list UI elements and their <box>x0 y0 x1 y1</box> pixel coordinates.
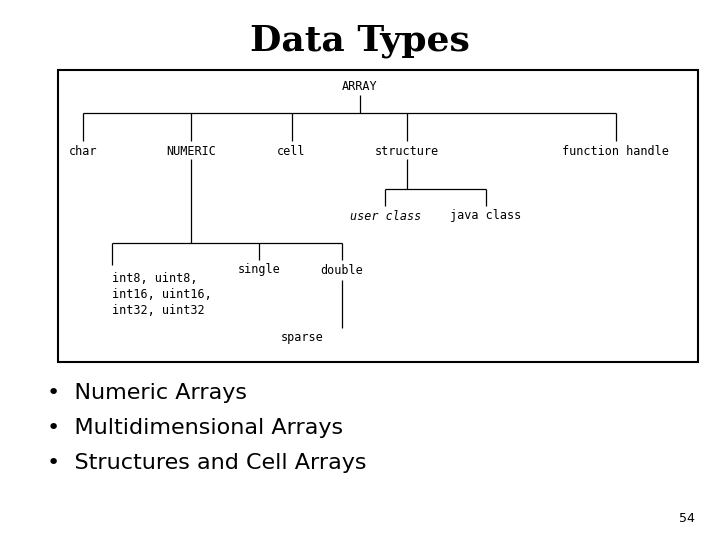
Text: char: char <box>68 145 97 158</box>
Text: user class: user class <box>350 210 420 222</box>
Text: structure: structure <box>374 145 439 158</box>
Text: 54: 54 <box>679 512 695 525</box>
FancyBboxPatch shape <box>58 70 698 362</box>
Text: double: double <box>320 264 364 276</box>
Text: NUMERIC: NUMERIC <box>166 145 216 158</box>
Text: java class: java class <box>451 210 521 222</box>
Text: single: single <box>238 264 281 276</box>
Text: •  Structures and Cell Arrays: • Structures and Cell Arrays <box>47 453 366 474</box>
Text: function handle: function handle <box>562 145 669 158</box>
Text: •  Numeric Arrays: • Numeric Arrays <box>47 383 247 403</box>
Text: ARRAY: ARRAY <box>342 80 378 93</box>
Text: int8, uint8,
int16, uint16,
int32, uint32: int8, uint8, int16, uint16, int32, uint3… <box>112 272 212 317</box>
Text: Data Types: Data Types <box>250 24 470 58</box>
Text: •  Multidimensional Arrays: • Multidimensional Arrays <box>47 418 343 438</box>
Text: sparse: sparse <box>281 331 324 344</box>
Text: cell: cell <box>277 145 306 158</box>
